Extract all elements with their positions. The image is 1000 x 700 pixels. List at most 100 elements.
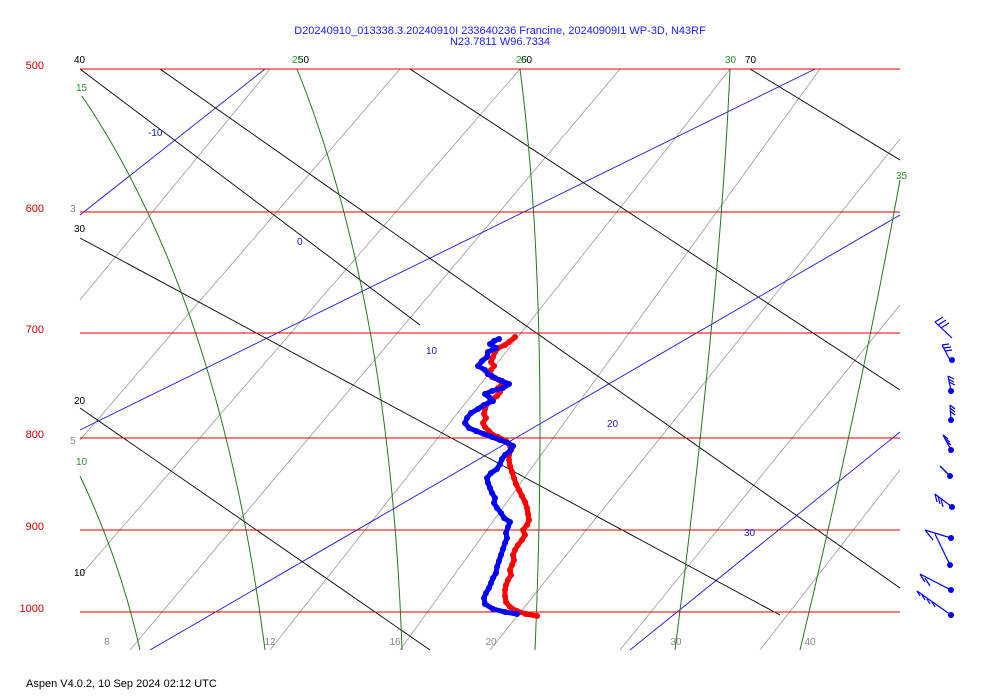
temperature-point xyxy=(502,587,508,593)
dry-adiabat-label: 50 xyxy=(298,55,310,66)
dewpoint-point xyxy=(484,475,490,481)
dewpoint-point xyxy=(462,420,468,426)
dewpoint-point xyxy=(502,540,508,546)
dewpoint-point xyxy=(499,378,505,384)
wind-barb-feather xyxy=(942,434,949,440)
wind-barb-feather xyxy=(949,404,956,410)
chart-title: D20240910_013338.3.20240910I 233640236 F… xyxy=(294,25,706,37)
temperature-point xyxy=(522,532,528,538)
dry-adiabat-label: 60 xyxy=(521,55,533,66)
dewpoint-point xyxy=(492,375,498,381)
moist-adiabat-label: 15 xyxy=(76,83,88,94)
dewpoint-point xyxy=(498,510,504,516)
dry-adiabat-label: 30 xyxy=(74,224,86,235)
dewpoint-point xyxy=(496,558,502,564)
dewpoint-point xyxy=(489,490,495,496)
dry-adiabat-label: 10 xyxy=(74,568,86,579)
isotherm-line xyxy=(79,68,401,441)
pressure-tick-labels: 500 600 700 800 900 1000 xyxy=(20,60,44,615)
wind-level-dot xyxy=(948,447,954,453)
wind-level-dot xyxy=(949,504,955,510)
temperature-point xyxy=(525,511,531,517)
moist-adiabat-lines xyxy=(79,68,901,651)
isotherm-line xyxy=(79,68,521,577)
dewpoint-point xyxy=(490,575,496,581)
dry-adiabat-line xyxy=(749,68,901,161)
dry-adiabat-line xyxy=(409,68,901,391)
temperature-point xyxy=(519,493,525,499)
isotherm-line xyxy=(489,138,901,651)
dewpoint-point xyxy=(494,564,500,570)
wind-barb-feather xyxy=(916,590,921,597)
wind-barb xyxy=(924,529,952,541)
dry-adiabat-line xyxy=(79,407,431,651)
wind-level-dot xyxy=(947,473,953,479)
moist-adiabat-line xyxy=(519,68,541,651)
temperature-point xyxy=(486,428,492,434)
isotherm-label: 3 xyxy=(70,204,76,215)
wind-barb-staff xyxy=(916,590,952,616)
wind-barb-feather xyxy=(947,375,955,380)
temperature-tick-labels: 8 12 16 20 30 40 xyxy=(104,637,816,648)
temperature-point xyxy=(483,415,489,421)
temperature-point xyxy=(507,567,513,573)
temperature-point xyxy=(507,463,513,469)
chart-header: D20240910_013338.3.20240910I 233640236 F… xyxy=(294,25,706,48)
temperature-point xyxy=(490,354,496,360)
temperature-point xyxy=(509,562,515,568)
wind-barb-icon xyxy=(916,316,956,618)
dewpoint-point xyxy=(493,570,499,576)
dewpoint-point xyxy=(487,485,493,491)
dewpoint-point xyxy=(484,354,490,360)
wind-barb-staff xyxy=(934,321,953,339)
wind-barb-feather xyxy=(949,407,956,413)
moist-adiabat-line xyxy=(296,68,403,651)
wind-barb xyxy=(916,590,952,616)
temperature-point xyxy=(507,604,513,610)
wind-barb-feather xyxy=(944,349,953,352)
wind-barb-feather xyxy=(947,378,955,383)
wind-barb-staff xyxy=(934,493,953,508)
dewpoint-point xyxy=(504,535,510,541)
mixing-ratio-label: -10 xyxy=(148,128,163,139)
wind-barb-feather xyxy=(937,319,947,326)
dewpoint-point xyxy=(475,363,481,369)
isotherm-line xyxy=(399,68,821,651)
temperature-point xyxy=(519,537,525,543)
temperature-tick-label: 20 xyxy=(485,637,497,648)
dewpoint-point xyxy=(489,388,495,394)
sounding-traces xyxy=(462,334,540,619)
dewpoint-point xyxy=(498,552,504,558)
dewpoint-point xyxy=(485,349,491,355)
wind-barb xyxy=(934,533,951,566)
temperature-tick-label: 30 xyxy=(670,637,682,648)
dry-adiabat-line xyxy=(79,68,421,326)
dry-adiabat-lines xyxy=(79,68,901,651)
dewpoint-point xyxy=(506,381,512,387)
dewpoint-point xyxy=(507,448,513,454)
dewpoint-point xyxy=(485,480,491,486)
mixing-ratio-label: 30 xyxy=(744,528,756,539)
mixing-ratio-line xyxy=(79,68,816,431)
wind-barb xyxy=(934,493,953,508)
wind-barb-feather xyxy=(940,322,950,329)
dewpoint-point xyxy=(507,519,513,525)
wind-barb xyxy=(934,316,953,339)
mixing-ratio-label: 0 xyxy=(297,237,303,248)
temperature-point xyxy=(503,582,509,588)
temperature-point xyxy=(512,334,518,340)
temperature-tick-label: 16 xyxy=(389,637,401,648)
temperature-tick-label: 40 xyxy=(804,637,816,648)
dewpoint-point xyxy=(503,530,509,536)
moist-adiabat-line xyxy=(81,95,266,651)
dewpoint-point xyxy=(490,398,496,404)
dewpoint-point xyxy=(481,431,487,437)
isotherm-line xyxy=(79,68,271,301)
mixing-ratio-lines xyxy=(79,68,901,651)
dewpoint-point xyxy=(486,585,492,591)
temperature-point xyxy=(494,393,500,399)
temperature-point xyxy=(522,499,528,505)
dewpoint-point xyxy=(510,443,516,449)
moist-adiabat-line xyxy=(674,68,731,651)
moist-adiabat-line xyxy=(799,179,901,651)
